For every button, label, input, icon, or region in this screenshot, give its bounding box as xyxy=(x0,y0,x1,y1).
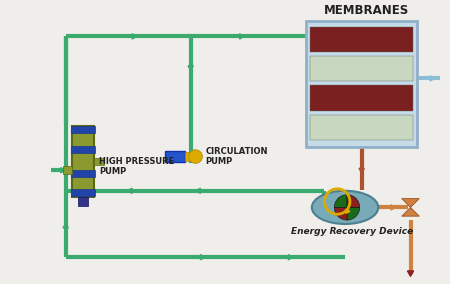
Bar xyxy=(310,56,414,81)
Bar xyxy=(306,21,417,147)
Polygon shape xyxy=(430,76,435,81)
Bar xyxy=(310,27,414,52)
Circle shape xyxy=(189,150,202,163)
Polygon shape xyxy=(402,199,419,207)
Wedge shape xyxy=(334,195,347,207)
Polygon shape xyxy=(402,207,419,216)
Bar xyxy=(72,146,95,153)
Wedge shape xyxy=(347,195,360,207)
Polygon shape xyxy=(188,66,194,70)
Bar xyxy=(94,158,104,165)
Polygon shape xyxy=(127,188,132,193)
Ellipse shape xyxy=(312,191,378,224)
Wedge shape xyxy=(347,207,360,220)
Polygon shape xyxy=(63,223,68,228)
Polygon shape xyxy=(132,34,137,39)
Polygon shape xyxy=(407,271,414,276)
Polygon shape xyxy=(61,168,65,173)
Text: CIRCULATION
PUMP: CIRCULATION PUMP xyxy=(205,147,268,166)
Text: MEMBRANES: MEMBRANES xyxy=(324,4,409,17)
Polygon shape xyxy=(196,188,200,193)
Bar xyxy=(72,189,95,196)
Bar xyxy=(78,197,88,206)
Bar xyxy=(72,126,95,133)
Polygon shape xyxy=(288,254,293,260)
Polygon shape xyxy=(239,34,244,39)
Bar xyxy=(72,126,94,197)
Polygon shape xyxy=(346,209,350,214)
Polygon shape xyxy=(391,205,396,210)
Bar xyxy=(63,166,72,174)
Text: Energy Recovery Device: Energy Recovery Device xyxy=(291,227,414,236)
Bar xyxy=(185,152,191,162)
Bar xyxy=(72,170,95,177)
Bar xyxy=(165,151,185,162)
Polygon shape xyxy=(200,254,205,260)
Text: HIGH PRESSURE
PUMP: HIGH PRESSURE PUMP xyxy=(99,157,174,176)
Bar xyxy=(310,114,414,140)
Bar xyxy=(310,85,414,111)
Polygon shape xyxy=(359,168,364,173)
Wedge shape xyxy=(334,207,347,220)
